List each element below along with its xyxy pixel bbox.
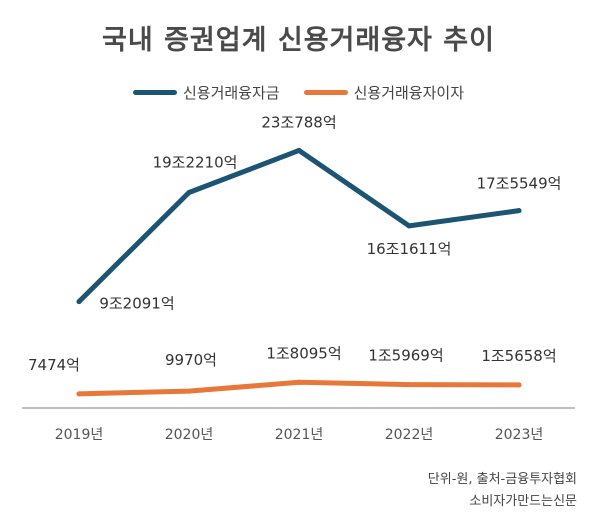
data-label-loan: 23조788억: [261, 113, 336, 131]
data-label-loan: 16조1611억: [367, 240, 452, 258]
series-line-loan: [76, 147, 522, 305]
data-label-loan: 9조2091억: [99, 295, 174, 313]
footnote-source: 단위-원, 출처-금융투자협회: [427, 472, 577, 487]
data-label-interest: 1조5658억: [481, 347, 556, 365]
data-label-interest: 1조8095억: [266, 344, 341, 362]
legend-item-loan: 신용거래융자금: [132, 82, 280, 103]
data-point-interest: [406, 382, 412, 388]
x-tick-label: 2023년: [495, 427, 544, 443]
data-point-interest: [516, 382, 522, 388]
data-label-interest: 7474억: [28, 356, 80, 374]
data-point-loan: [186, 189, 192, 195]
legend-label-interest: 신용거래융자이자: [353, 84, 464, 102]
legend: 신용거래융자금 신용거래융자이자: [0, 82, 597, 103]
x-tick-label: 2022년: [385, 427, 434, 443]
data-point-loan: [516, 208, 522, 214]
data-point-interest: [296, 379, 302, 385]
data-label-loan: 17조5549억: [477, 175, 562, 193]
x-tick-label: 2021년: [275, 427, 324, 443]
data-label-interest: 1조5969억: [368, 347, 443, 365]
legend-label-loan: 신용거래융자금: [182, 84, 280, 102]
footnote-publisher: 소비자가만드는신문: [469, 494, 577, 509]
data-point-loan: [406, 223, 412, 229]
chart-title: 국내 증권업계 신용거래융자 추이: [102, 25, 495, 56]
data-point-loan: [296, 147, 302, 153]
data-point-loan: [76, 299, 82, 305]
legend-swatch-loan: [132, 90, 177, 95]
data-label-loan: 19조2210억: [153, 153, 238, 171]
data-point-interest: [76, 391, 82, 397]
x-tick-label: 2019년: [55, 427, 104, 443]
x-tick-label: 2020년: [165, 427, 214, 443]
legend-swatch-interest: [303, 90, 348, 95]
legend-item-interest: 신용거래융자이자: [303, 82, 464, 103]
data-label-interest: 9970억: [165, 351, 217, 369]
data-point-interest: [186, 388, 192, 394]
